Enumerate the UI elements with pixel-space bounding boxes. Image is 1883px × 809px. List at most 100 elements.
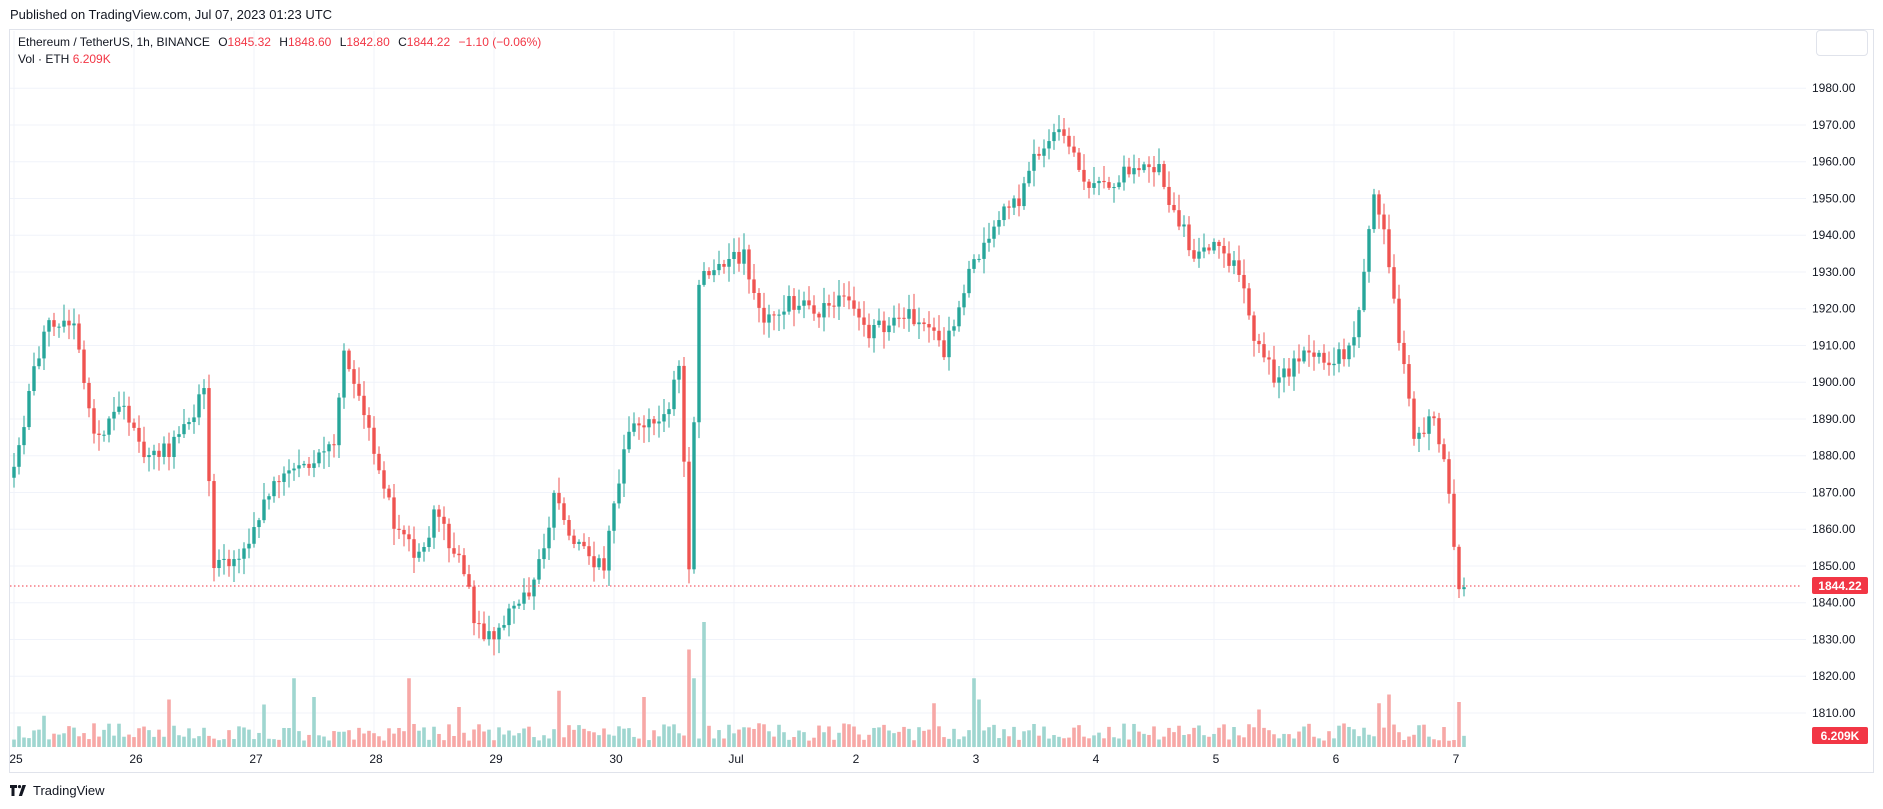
candle — [832, 291, 836, 319]
candle — [722, 259, 726, 274]
candle-body — [982, 242, 986, 259]
candle-body — [497, 627, 501, 640]
candle-body — [1147, 164, 1151, 168]
volume-bar — [992, 724, 996, 747]
volume-bar — [847, 724, 851, 747]
candle-body — [977, 258, 981, 260]
volume-bar — [1372, 736, 1376, 747]
volume-bar — [32, 730, 36, 747]
volume-bar — [982, 730, 986, 747]
volume-bar — [477, 724, 481, 747]
candle — [527, 577, 531, 600]
candle-body — [702, 271, 706, 285]
volume-bar — [42, 715, 46, 747]
candle-body — [757, 292, 761, 308]
volume-bar — [827, 726, 831, 747]
tradingview-logo-icon — [10, 785, 26, 796]
candle-body — [1052, 132, 1056, 142]
volume-bar — [362, 733, 366, 747]
candle — [42, 325, 46, 371]
volume-bar — [1087, 738, 1091, 747]
candle-body — [407, 534, 411, 540]
candle-body — [752, 279, 756, 293]
candle-body — [1292, 358, 1296, 377]
candle — [327, 441, 331, 467]
open-value: 1845.32 — [227, 35, 271, 49]
candle-body — [67, 320, 71, 326]
candle-body — [542, 548, 546, 560]
candle-body — [1217, 241, 1221, 246]
x-tick-label: 7 — [1453, 752, 1460, 766]
candle-body — [727, 259, 731, 267]
volume-bar — [1107, 726, 1111, 747]
candle-body — [672, 379, 676, 410]
candle — [1042, 139, 1046, 168]
candle — [937, 315, 941, 347]
candle-body — [242, 548, 246, 559]
candle-body — [122, 405, 126, 407]
candle-body — [1102, 180, 1106, 183]
candle — [1207, 244, 1211, 255]
volume-bar — [732, 733, 736, 747]
volume-bar — [37, 729, 41, 747]
volume-bar — [527, 726, 531, 747]
candle — [732, 238, 736, 275]
y-tick-label: 1910.00 — [1812, 338, 1856, 352]
candle-body — [1127, 166, 1131, 175]
candle — [547, 516, 551, 561]
candle — [1357, 306, 1361, 348]
volume-bar — [692, 678, 696, 747]
candle — [1407, 354, 1411, 407]
volume-bar — [797, 730, 801, 747]
candle-body — [257, 520, 261, 528]
high-value: 1848.60 — [287, 35, 332, 49]
published-caption: Published on TradingView.com, Jul 07, 20… — [10, 7, 333, 22]
brand-footer[interactable]: TradingView — [10, 783, 105, 798]
y-tick-label: 1820.00 — [1812, 669, 1856, 683]
volume-bar — [67, 726, 71, 747]
candle — [1427, 409, 1431, 451]
candle — [887, 317, 891, 341]
candle-body — [1432, 416, 1436, 419]
candle — [982, 227, 986, 274]
candle-body — [832, 305, 836, 307]
volume-bar — [497, 727, 501, 747]
candle-body — [607, 530, 611, 571]
candle-body — [1317, 352, 1321, 357]
volume-bar — [12, 739, 16, 747]
candle — [1052, 123, 1056, 150]
volume-bar — [542, 735, 546, 747]
candle-body — [397, 528, 401, 530]
candle-body — [62, 320, 66, 327]
volume-bar — [597, 735, 601, 747]
candle — [632, 412, 636, 437]
candle — [962, 284, 966, 316]
volume-bar — [747, 727, 751, 747]
candle — [522, 578, 526, 610]
high-label: H — [279, 35, 288, 49]
candle-body — [612, 503, 616, 531]
volume-bar — [282, 727, 286, 747]
volume-bar — [387, 728, 391, 747]
volume-bar — [272, 739, 276, 747]
volume-bar — [402, 731, 406, 747]
candle — [157, 443, 161, 471]
candle-body — [1122, 166, 1126, 183]
price-axis[interactable]: 1810.00 1820.00 1830.00 1840.00 1850.00 1860.… — [1812, 81, 1856, 720]
candle-body — [1417, 432, 1421, 439]
candle-body — [1192, 250, 1196, 259]
candle — [712, 259, 716, 283]
candle — [137, 415, 141, 453]
volume-bar — [662, 724, 666, 747]
chart-toolbar-box[interactable] — [1816, 30, 1868, 56]
candle-body — [1187, 224, 1191, 251]
candle — [802, 291, 806, 319]
candle-body — [712, 270, 716, 276]
volume-bar — [652, 730, 656, 747]
candle — [1312, 340, 1316, 371]
candle-body — [172, 436, 176, 458]
time-axis[interactable]: 25 26 27 28 29 30 Jul 2 3 4 5 6 7 — [9, 752, 1459, 766]
volume-bar — [397, 727, 401, 747]
volume-bar — [577, 725, 581, 747]
